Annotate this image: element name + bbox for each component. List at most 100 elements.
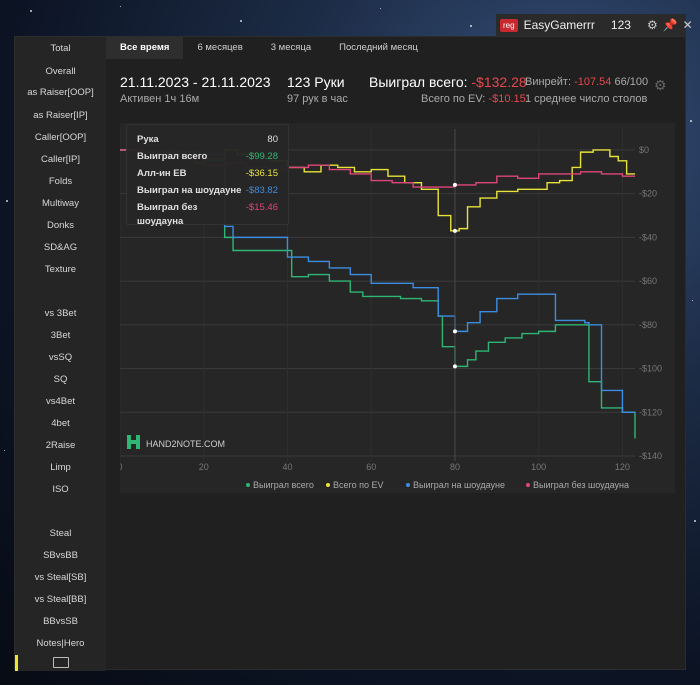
y-tick-label: $0	[639, 145, 649, 155]
series-line-2	[120, 149, 635, 413]
tab-6-months[interactable]: 6 месяцев	[197, 42, 243, 53]
y-tick-label: -$100	[639, 364, 662, 374]
y-tick-label: -$60	[639, 276, 657, 286]
sidebar: Total Overall as Raiser[OOP] as Raiser[IP] C…	[15, 37, 106, 671]
sidebar-item-vs4bet[interactable]: vs4Bet	[45, 396, 76, 407]
sidebar-item-steal[interactable]: Steal	[49, 528, 72, 539]
y-tick-label: -$120	[639, 407, 662, 417]
hover-marker	[452, 228, 457, 233]
active-time: Активен 1ч 16м	[120, 93, 200, 105]
x-tick-label: 80	[450, 462, 460, 472]
star	[380, 8, 381, 9]
won-total-label: Выиграл всего:	[369, 74, 468, 90]
sidebar-item-folds[interactable]: Folds	[48, 176, 73, 187]
pin-icon[interactable]: 📌	[662, 18, 678, 32]
x-tick-label: 120	[615, 462, 630, 472]
sidebar-item-sq[interactable]: SQ	[53, 374, 68, 385]
profit-chart: $0 -$20 -$40 -$60 -$80 -$100 -$120 -$140 0 20 40 60…	[120, 123, 675, 493]
tooltip-row-value: -$36.15	[245, 168, 278, 179]
sidebar-item-as-raiser-oop[interactable]: as Raiser[OOP]	[27, 87, 94, 98]
sidebar-item-sd-ag[interactable]: SD&AG	[43, 242, 78, 253]
winrate-value: -107.54	[574, 76, 612, 88]
tooltip-hand-value: 80	[267, 134, 278, 145]
sidebar-item-vs-steal-sb[interactable]: vs Steal[SB]	[34, 572, 87, 583]
legend-marker	[406, 483, 410, 487]
legend-label: Выиграл без шоудауна	[533, 480, 629, 490]
sidebar-item-total[interactable]: Total	[50, 43, 71, 54]
tab-bar: Все время 6 месяцев 3 месяца Последний м…	[106, 37, 687, 59]
x-tick-label: 40	[282, 462, 292, 472]
sidebar-item-overall[interactable]: Overall	[45, 66, 76, 77]
winrate: Винрейт: -107.54 66/100	[525, 76, 648, 88]
tooltip-hand-row: Рука 80	[137, 133, 278, 150]
title-bar: reg EasyGamerrr 123 ⚙ 📌 ✕	[496, 14, 693, 36]
tab-3-months[interactable]: 3 месяца	[270, 42, 312, 53]
star	[470, 25, 472, 27]
chart-icon[interactable]	[53, 657, 69, 668]
reg-badge: reg	[500, 18, 518, 32]
sidebar-item-vs-3bet[interactable]: vs 3Bet	[44, 308, 77, 319]
sidebar-item-caller-ip[interactable]: Caller[IP]	[40, 154, 81, 165]
y-tick-label: -$140	[639, 451, 662, 461]
y-tick-label: -$20	[639, 189, 657, 199]
sidebar-item-multiway[interactable]: Multiway	[42, 198, 79, 209]
sidebar-item-iso[interactable]: ISO	[52, 484, 69, 495]
x-tick-label: 0	[120, 462, 123, 472]
sidebar-item-vs-steal-bb[interactable]: vs Steal[BB]	[34, 594, 87, 605]
date-range: 21.11.2023 - 21.11.2023	[120, 74, 271, 90]
star	[4, 450, 5, 451]
tooltip-row-label: Алл-ин EB	[137, 168, 187, 179]
tooltip-row: Выиграл без шоудауна -$15.46	[137, 201, 278, 227]
hover-marker	[452, 364, 457, 369]
tooltip-row-label: Выиграл на шоудауне	[137, 185, 242, 196]
legend-label: Выиграл на шоудауне	[413, 480, 505, 490]
sidebar-item-vssq[interactable]: vsSQ	[48, 352, 73, 363]
close-icon[interactable]: ✕	[682, 18, 693, 32]
tooltip-row: Алл-ин EB -$36.15	[137, 167, 278, 184]
sidebar-item-donks[interactable]: Donks	[47, 220, 74, 231]
chart-settings-icon[interactable]: ⚙	[654, 77, 667, 93]
star	[692, 300, 693, 301]
legend-marker	[246, 483, 250, 487]
legend-marker	[526, 483, 530, 487]
ev-total: Всего по EV: -$10.15	[421, 93, 526, 105]
gear-icon[interactable]: ⚙	[646, 18, 658, 32]
hands-per-hour: 97 рук в час	[287, 93, 348, 105]
y-tick-label: -$80	[639, 320, 657, 330]
tooltip-hand-label: Рука	[137, 134, 159, 145]
sidebar-item-limp[interactable]: Limp	[50, 462, 71, 473]
tab-last-month[interactable]: Последний месяц	[339, 42, 418, 53]
hover-marker	[452, 182, 457, 187]
sidebar-item-bbvssb[interactable]: BBvsSB	[43, 616, 78, 627]
legend-label: Всего по EV	[333, 480, 383, 490]
x-tick-label: 60	[366, 462, 376, 472]
sidebar-item-notes-hero[interactable]: Notes|Hero	[36, 638, 85, 649]
sidebar-item-texture[interactable]: Texture	[44, 264, 77, 275]
winrate-label: Винрейт:	[525, 76, 572, 88]
ev-value: -$10.15	[488, 93, 526, 105]
username: EasyGamerrr	[523, 18, 595, 32]
sidebar-active-indicator	[15, 655, 18, 671]
hands-count: 123 Руки	[287, 74, 345, 90]
tab-all-time[interactable]: Все время	[106, 37, 184, 59]
sidebar-item-4bet[interactable]: 4bet	[51, 418, 70, 429]
sidebar-item-as-raiser-ip[interactable]: as Raiser[IP]	[33, 110, 88, 121]
tooltip-row-value: -$15.46	[245, 202, 278, 213]
sidebar-item-3bet[interactable]: 3Bet	[50, 330, 71, 341]
x-tick-label: 100	[531, 462, 546, 472]
legend-label: Выиграл всего	[253, 480, 314, 490]
watermark-text: HAND2NOTE.COM	[146, 439, 225, 449]
star	[6, 200, 8, 202]
y-tick-label: -$40	[639, 232, 657, 242]
chart-tooltip: Рука 80 Выиграл всего -$99.28 Алл-ин EB -$3…	[126, 124, 289, 227]
star	[694, 520, 696, 522]
sidebar-item-caller-oop[interactable]: Caller[OOP]	[34, 132, 87, 143]
hud-window: Total Overall as Raiser[OOP] as Raiser[IP] C…	[14, 36, 687, 671]
tooltip-row: Выиграл на шоудауне -$83.82	[137, 184, 278, 201]
table-count: 123	[610, 18, 631, 32]
sidebar-item-sbvsbb[interactable]: SBvsBB	[43, 550, 78, 561]
watermark-logo	[127, 440, 140, 444]
tooltip-row-value: -$99.28	[245, 151, 278, 162]
star	[240, 20, 242, 22]
sidebar-item-2raise[interactable]: 2Raise	[45, 440, 76, 451]
